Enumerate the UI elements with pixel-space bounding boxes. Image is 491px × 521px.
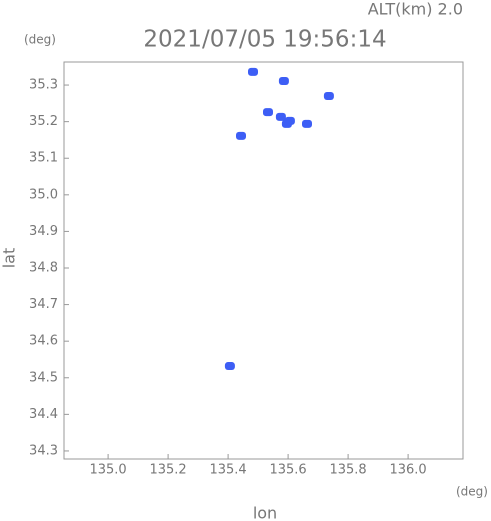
echo-point [275,112,286,121]
y-tick-label: 34.8 [29,261,58,276]
x-tick-label: 135.2 [149,463,186,478]
x-unit: (deg) [456,485,488,499]
x-tick-label: 136.0 [389,463,426,478]
chart-title: 2021/07/05 19:56:14 [143,27,386,53]
y-tick-label: 34.4 [29,407,58,422]
x-tick-label: 135.6 [269,463,306,478]
y-tick-label: 35.1 [29,151,58,166]
plot-frame [63,61,464,460]
y-tick-label: 35.2 [29,114,58,129]
x-tick-label: 135.8 [329,463,366,478]
y-tick-label: 34.7 [29,297,58,312]
y-tick-label: 34.3 [29,443,58,458]
x-axis-label: lon [253,504,277,521]
echo-point [302,119,312,128]
echo-point [248,67,258,76]
x-tick-label: 135.4 [209,463,246,478]
echo-point [323,92,334,101]
echo-point [224,362,235,371]
echo-point [236,131,246,140]
y-tick-label: 35.0 [29,187,58,202]
echo-point [263,108,273,117]
y-axis-label: lat [0,248,19,269]
echo-point [278,77,289,86]
y-tick-label: 34.6 [29,334,58,349]
x-tick-label: 135.0 [89,463,126,478]
y-unit: (deg) [24,33,56,47]
y-tick-label: 34.5 [29,370,58,385]
y-tick-label: 34.9 [29,224,58,239]
echo-point [281,119,292,128]
annotation: ALT(km) 2.0 [368,0,463,19]
y-tick-label: 35.3 [29,78,58,93]
